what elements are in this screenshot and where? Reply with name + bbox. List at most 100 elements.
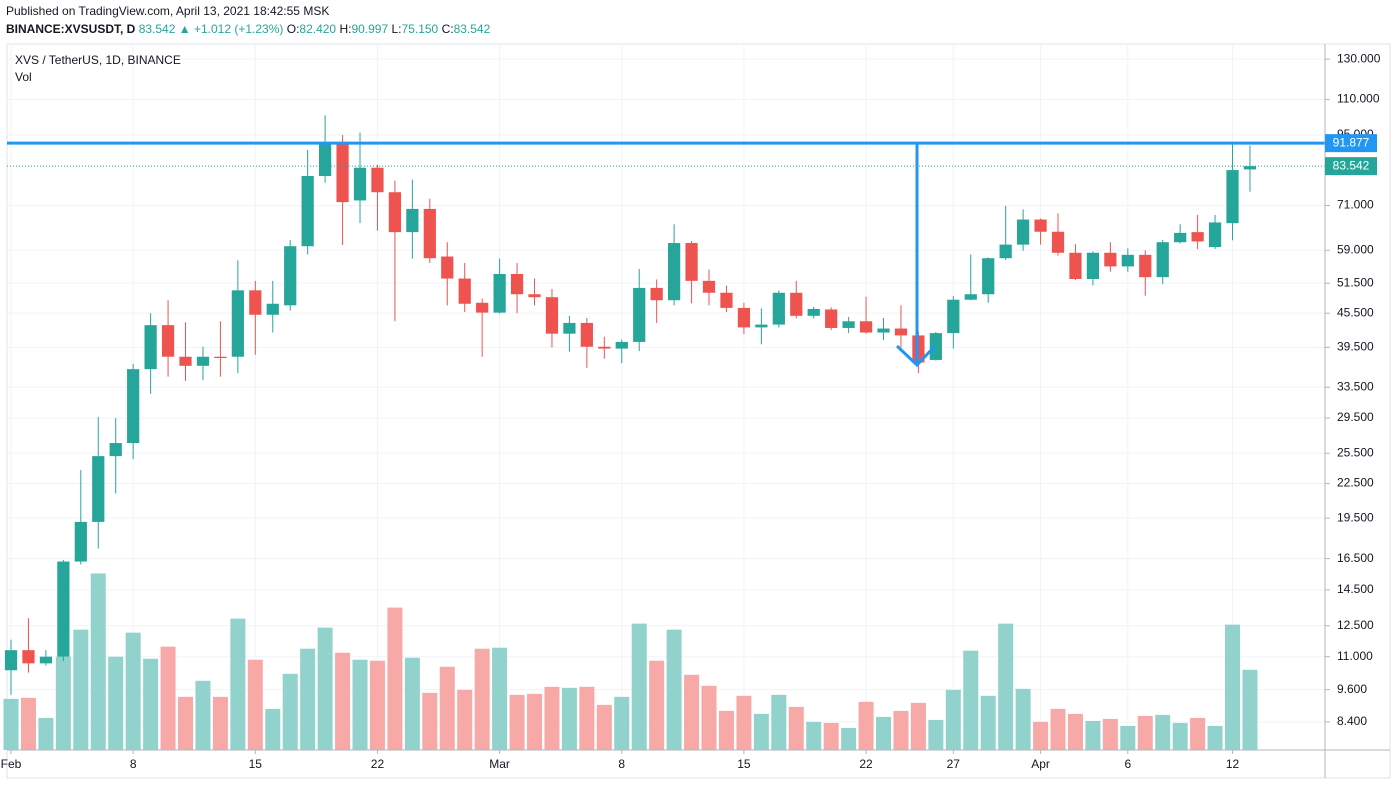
volume-bar xyxy=(596,704,612,750)
volume-bar xyxy=(876,716,892,750)
candle-body xyxy=(214,356,227,359)
candle-body xyxy=(877,328,890,333)
candle-body xyxy=(650,287,663,301)
candle-body xyxy=(371,167,384,193)
candle-body xyxy=(109,443,122,457)
candle-body xyxy=(284,246,297,306)
candle-body xyxy=(1208,222,1222,248)
candle-body xyxy=(510,273,524,295)
y-tick-label: 39.500 xyxy=(1337,340,1374,354)
volume-bar xyxy=(579,686,595,750)
low-value: 75.150 xyxy=(401,22,439,36)
y-tick-label: 25.500 xyxy=(1337,445,1374,459)
candle-body xyxy=(528,294,541,298)
candle-body xyxy=(580,322,593,347)
candle-body xyxy=(720,292,733,308)
candle-body xyxy=(1174,232,1187,243)
volume-bar xyxy=(910,702,926,750)
y-tick-label: 16.500 xyxy=(1337,551,1374,565)
candle-body xyxy=(598,346,611,349)
volume-bar xyxy=(1207,725,1223,750)
x-tick-label: 22 xyxy=(859,757,873,771)
volume-bar xyxy=(1190,717,1206,750)
volume-bar xyxy=(858,701,874,750)
candle-body xyxy=(353,167,367,201)
candle-body xyxy=(964,294,977,300)
candle-body xyxy=(266,303,279,315)
y-tick-label: 9.600 xyxy=(1337,682,1367,696)
volume-bar xyxy=(1225,624,1241,750)
volume-bar xyxy=(90,573,106,750)
volume-bar xyxy=(20,697,36,750)
candle-body xyxy=(633,287,646,342)
volume-bar xyxy=(753,713,769,750)
candle-body xyxy=(301,176,314,247)
volume-bar xyxy=(3,698,19,750)
x-tick-label: 12 xyxy=(1226,757,1240,771)
volume-bar xyxy=(718,710,734,750)
x-tick-label: 8 xyxy=(130,757,137,771)
candle-body xyxy=(74,521,87,562)
candle-body xyxy=(563,322,576,334)
x-tick-label: Apr xyxy=(1031,757,1050,771)
candle-body xyxy=(1069,252,1082,279)
chart-frame xyxy=(6,43,1391,779)
y-tick-label: 51.500 xyxy=(1337,275,1374,289)
candle-body xyxy=(842,321,855,328)
volume-bar xyxy=(1050,708,1066,750)
volume-bar xyxy=(1033,721,1049,750)
horizontal-line-tag xyxy=(1325,134,1377,153)
volume-bar xyxy=(474,648,490,750)
arrow-head xyxy=(895,344,937,368)
volume-bar xyxy=(980,695,996,750)
legend-title: XVS / TetherUS, 1D, BINANCE xyxy=(15,53,181,67)
volume-bar xyxy=(1172,722,1188,750)
candle-body xyxy=(1034,219,1047,232)
change-arrow: ▲ xyxy=(178,22,191,36)
candle-body xyxy=(545,297,559,334)
candle-body xyxy=(859,321,873,333)
high-label: H: xyxy=(339,22,352,36)
y-tick-label: 14.500 xyxy=(1337,582,1374,596)
candle-body xyxy=(493,273,506,313)
candle-body xyxy=(22,650,35,664)
y-tick-label: 130.000 xyxy=(1337,51,1381,65)
candle-body xyxy=(702,280,716,293)
close-value: 83.542 xyxy=(453,22,491,36)
volume-bar xyxy=(125,632,141,750)
y-tick-label: 45.500 xyxy=(1337,305,1374,319)
horizontal-line-label: 91.877 xyxy=(1333,135,1370,149)
last-price-label: 83.542 xyxy=(1333,158,1370,172)
volume-bar xyxy=(666,629,682,750)
volume-bar xyxy=(1085,720,1101,750)
volume-bar xyxy=(247,659,263,750)
candle-body xyxy=(615,341,628,349)
open-label: O: xyxy=(286,22,300,36)
y-tick-label: 22.500 xyxy=(1337,476,1374,490)
y-tick-label: 71.000 xyxy=(1337,198,1374,212)
candle-body xyxy=(1243,166,1257,170)
candle-body xyxy=(1156,242,1169,278)
volume-bar xyxy=(352,659,368,750)
volume-bar xyxy=(422,692,438,750)
volume-bar xyxy=(509,694,525,750)
volume-bar xyxy=(457,689,473,750)
y-tick-label: 19.500 xyxy=(1337,510,1374,524)
candle-body xyxy=(825,309,838,328)
x-tick-label: 22 xyxy=(371,757,385,771)
y-tick-label: 11.000 xyxy=(1337,649,1373,663)
volume-bar xyxy=(73,629,89,750)
candle-body xyxy=(772,292,785,325)
candle-body xyxy=(92,456,105,522)
volume-bar xyxy=(788,706,804,750)
candle-body xyxy=(196,356,210,366)
candle-body xyxy=(1051,231,1065,253)
volume-bar xyxy=(1155,714,1171,750)
symbol-bar: BINANCE:XVSUSDT, D 83.542 ▲ +1.012 (+1.2… xyxy=(6,22,490,36)
volume-bar xyxy=(55,656,71,750)
candle-body xyxy=(57,561,70,657)
volume-bar xyxy=(544,686,560,750)
candle-body xyxy=(1086,252,1100,279)
candle-body xyxy=(1104,252,1117,267)
